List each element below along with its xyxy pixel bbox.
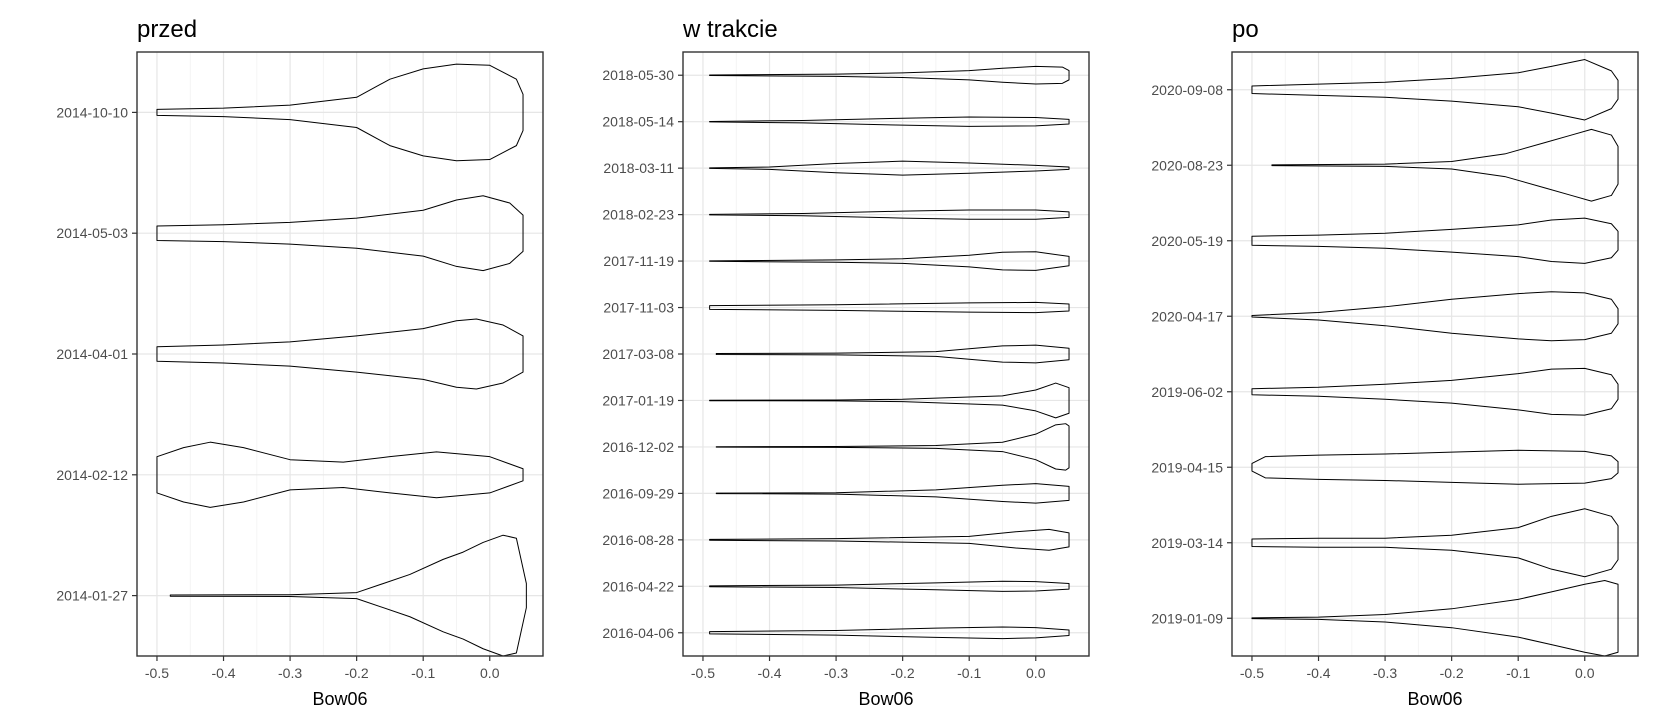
y-tick-label: 2014-04-01 [56, 346, 128, 362]
y-tick-label: 2014-05-03 [56, 225, 128, 241]
x-tick-label: -0.2 [345, 665, 369, 681]
violin-2019-01-09 [1251, 580, 1619, 657]
violin-2020-04-17 [1251, 291, 1619, 342]
violin-2014-02-12 [156, 441, 524, 508]
x-axis-label: Bow06 [858, 689, 913, 709]
y-tick-label: 2018-03-11 [603, 160, 674, 176]
panel-title: w trakcie [682, 16, 778, 43]
y-tick-label: 2019-01-09 [1151, 610, 1223, 626]
y-tick-label: 2014-02-12 [56, 467, 128, 483]
x-tick-label: 0.0 [480, 665, 500, 681]
y-tick-label: 2018-02-23 [602, 207, 674, 223]
x-axis-label: Bow06 [1407, 689, 1462, 709]
y-tick-label: 2020-09-08 [1151, 82, 1223, 98]
panel-title: przed [137, 16, 197, 43]
x-tick-label: -0.5 [691, 665, 715, 681]
violin-2014-05-03 [156, 195, 524, 272]
y-tick-label: 2020-05-19 [1151, 233, 1223, 249]
x-tick-label: -0.3 [278, 665, 302, 681]
violin-2020-09-08 [1251, 59, 1619, 121]
violin-2017-03-08 [715, 344, 1070, 364]
x-axis-label: Bow06 [312, 689, 367, 709]
violin-2018-02-23 [709, 209, 1070, 220]
violin-2019-04-15 [1251, 449, 1619, 485]
x-tick-label: -0.2 [1440, 665, 1464, 681]
y-tick-label: 2017-11-03 [603, 300, 674, 316]
y-tick-label: 2014-01-27 [56, 588, 128, 604]
y-tick-label: 2019-06-02 [1151, 384, 1223, 400]
violin-2014-01-27 [169, 534, 527, 657]
violin-2014-10-10 [156, 63, 524, 162]
y-tick-label: 2016-09-29 [602, 485, 674, 501]
violin-2018-03-11 [709, 160, 1070, 176]
y-tick-label: 2017-03-08 [602, 346, 674, 362]
y-tick-label: 2019-04-15 [1151, 459, 1223, 475]
x-tick-label: -0.5 [1240, 665, 1264, 681]
x-tick-label: 0.0 [1575, 665, 1595, 681]
x-tick-label: -0.5 [145, 665, 169, 681]
y-tick-label: 2018-05-30 [602, 67, 674, 83]
y-tick-label: 2016-04-06 [602, 625, 674, 641]
panel-title: po [1232, 16, 1259, 43]
violin-2014-04-01 [156, 318, 524, 390]
x-tick-label: -0.4 [757, 665, 781, 681]
y-tick-label: 2016-04-22 [602, 578, 674, 594]
panel-2: 2018-05-30 2018-05-14 2018-03-11 2018-02-23… [602, 16, 1090, 709]
y-tick-label: 2018-05-14 [602, 114, 674, 130]
violin-2018-05-30 [709, 65, 1070, 85]
y-tick-label: 2019-03-14 [1151, 535, 1223, 551]
panel-border [1231, 51, 1639, 657]
violin-2016-04-06 [709, 626, 1070, 640]
x-tick-label: -0.3 [824, 665, 848, 681]
violin-2016-04-22 [709, 580, 1070, 592]
y-tick-label: 2020-08-23 [1151, 157, 1223, 173]
panel-1: 2014-10-10 2014-05-03 2014-04-01 2014-02-12… [56, 16, 544, 709]
violin-2016-12-02 [715, 423, 1070, 471]
violin-2016-09-29 [715, 483, 1070, 504]
violin-2016-08-28 [709, 528, 1070, 551]
y-tick-label: 2016-12-02 [602, 439, 674, 455]
y-tick-label: 2017-01-19 [602, 392, 674, 408]
y-tick-label: 2016-08-28 [602, 532, 674, 548]
violin-2020-05-19 [1251, 217, 1619, 264]
violin-2020-08-23 [1271, 128, 1619, 202]
violin-2017-11-03 [709, 301, 1070, 314]
x-tick-label: 0.0 [1026, 665, 1046, 681]
violin-2017-01-19 [709, 382, 1070, 419]
x-tick-label: -0.1 [411, 665, 435, 681]
x-tick-label: -0.1 [957, 665, 981, 681]
x-tick-label: -0.1 [1506, 665, 1530, 681]
x-tick-label: -0.4 [211, 665, 235, 681]
violin-2018-05-14 [709, 116, 1070, 127]
y-tick-label: 2020-04-17 [1151, 308, 1223, 324]
x-tick-label: -0.2 [891, 665, 915, 681]
y-tick-label: 2017-11-19 [603, 253, 674, 269]
violin-2019-06-02 [1251, 367, 1619, 416]
x-tick-label: -0.4 [1306, 665, 1330, 681]
y-tick-label: 2014-10-10 [56, 104, 128, 120]
violin-2017-11-19 [709, 251, 1070, 271]
x-tick-label: -0.3 [1373, 665, 1397, 681]
violin-2019-03-14 [1251, 508, 1619, 578]
panel-3: 2020-09-08 2020-08-23 2020-05-19 2020-04-17… [1151, 16, 1639, 709]
